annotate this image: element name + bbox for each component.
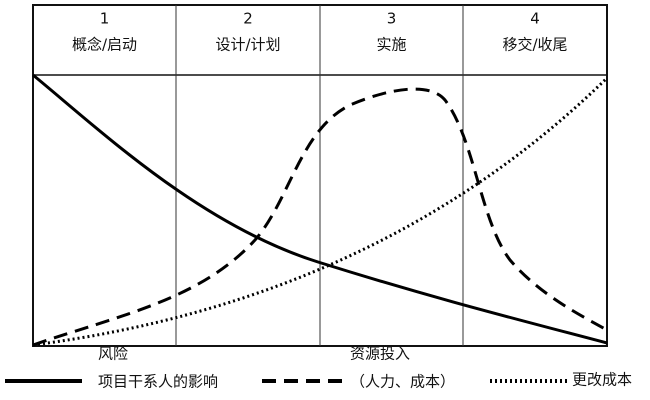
legend-label: 项目干系人的影响 [98,373,218,391]
legend-label: 更改成本 [572,371,632,389]
phase-label: 概念/启动 [72,36,137,54]
phase-number: 4 [530,10,540,28]
phase-label: 设计/计划 [215,36,280,54]
phase-number: 3 [387,10,397,28]
legend-label: 风险 [98,345,128,363]
phase-label: 实施 [376,36,406,54]
legend-label: （人力、成本） [350,373,455,391]
phase-number: 2 [243,10,253,28]
phase-number: 1 [100,10,110,28]
resource-curve [32,87,608,347]
legend-label: 资源投入 [350,345,410,363]
change-cost-curve [32,76,609,347]
phase-label: 移交/收尾 [502,36,567,54]
risk-curve [32,73,608,345]
